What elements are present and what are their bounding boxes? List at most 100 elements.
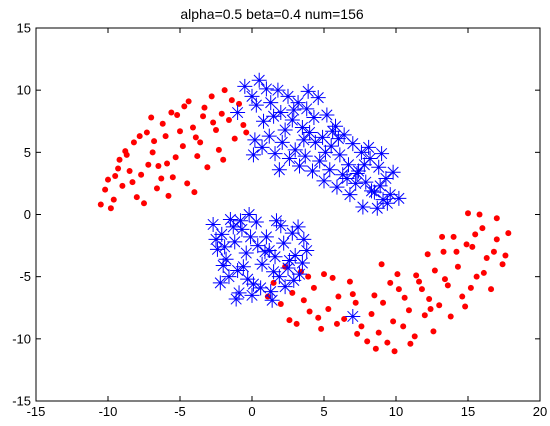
data-point-asterisk [348,175,364,191]
data-point-asterisk [280,88,296,104]
data-point-asterisk [286,272,302,288]
data-point-dot [440,248,447,255]
data-point-asterisk [205,216,221,232]
y-tick-label: 0 [24,207,31,222]
data-point-asterisk [261,128,277,144]
data-point-dot [218,110,225,117]
data-point-dot [168,109,175,116]
data-point-dot [153,185,160,192]
data-point-asterisk [356,157,372,173]
data-point-dot [220,156,227,163]
data-point-dot [159,120,166,127]
data-point-asterisk [355,199,371,215]
data-point-dot [387,279,394,286]
data-point-dot [210,119,217,126]
data-point-dot [364,338,371,345]
data-point-dot [143,129,150,136]
data-point-dot [105,176,111,183]
data-point-asterisk [284,225,300,241]
data-point-asterisk [266,264,282,280]
data-point-asterisk [261,243,277,259]
data-point-dot [240,121,247,128]
data-point-asterisk [264,292,280,308]
data-point-dot [129,179,136,186]
data-point-asterisk [332,147,348,163]
data-point-asterisk [315,129,331,145]
data-point-dot [243,129,250,136]
data-point-dot [472,231,479,238]
data-point-dot [228,97,235,104]
y-tick-label: -5 [19,269,31,284]
data-point-asterisk [294,119,310,135]
data-point-dot [401,294,408,301]
data-point-dot [169,174,176,181]
data-point-dot [447,313,454,320]
data-point-dot [116,156,123,163]
data-point-asterisk [299,101,315,117]
data-point-asterisk [271,162,287,178]
data-point-asterisk [247,132,263,148]
data-point-asterisk [267,146,283,162]
data-point-asterisk [214,226,230,242]
data-point-asterisk [290,219,306,235]
data-point-asterisk [299,243,315,259]
data-point-dot [138,171,145,178]
x-tick-label: 20 [533,404,547,419]
data-point-dot [225,117,232,124]
data-point-dot [236,100,243,107]
y-tick-label: 10 [17,83,31,98]
axis-ticks [35,27,541,402]
data-point-dot [395,286,402,293]
data-point-dot [413,272,420,279]
data-point-asterisk [300,83,316,99]
data-point-asterisk [361,139,377,155]
data-point-asterisk [280,260,296,276]
data-point-dot [200,113,207,120]
data-point-dot [493,236,500,243]
data-point-dot [493,215,500,222]
data-point-dot [300,297,307,304]
data-point-asterisk [378,170,394,186]
data-point-asterisk [240,271,256,287]
data-point-asterisk [349,165,365,181]
data-point-dot [325,305,332,312]
data-point-asterisk [325,123,341,139]
data-point-asterisk [366,184,382,200]
data-point-dot [155,163,162,170]
data-point-dot [416,278,423,285]
data-point-asterisk [276,235,292,251]
data-point-dot [333,320,340,327]
data-point-asterisk [238,245,254,261]
data-point-dot [136,133,143,140]
red-dot-series [97,87,512,355]
data-point-asterisk [286,102,302,118]
data-point-dot [110,196,117,203]
data-point-dot [177,128,183,135]
data-point-asterisk [230,262,246,278]
data-point-asterisk [323,138,339,154]
data-point-dot [424,251,431,258]
data-point-asterisk [329,179,345,195]
data-point-asterisk [254,139,270,155]
data-point-dot [354,330,361,337]
data-point-asterisk [339,170,355,186]
data-point-dot [107,205,114,212]
data-point-dot [368,310,375,317]
data-point-asterisk [382,187,398,203]
data-point-asterisk [358,174,374,190]
data-point-dot [306,308,313,315]
data-point-dot [115,165,122,172]
data-point-asterisk [251,72,267,88]
data-point-asterisk [374,146,390,162]
data-point-dot [454,263,461,270]
data-point-dot [372,345,379,352]
data-point-asterisk [274,134,290,150]
data-point-dot [165,192,172,199]
data-point-dot [201,104,208,111]
data-point-asterisk [362,151,378,167]
data-point-dot [349,291,356,298]
data-point-dot [378,261,385,268]
data-point-dot [215,146,222,153]
data-point-dot [462,303,469,310]
y-tick-label: 5 [24,145,31,160]
